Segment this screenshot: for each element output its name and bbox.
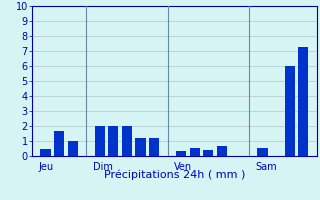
Bar (176, 151, 186, 156)
Bar (298, 46, 308, 156)
Text: Sam: Sam (256, 162, 277, 172)
Bar (135, 138, 146, 156)
Text: Jeu: Jeu (39, 162, 54, 172)
Bar (203, 150, 213, 156)
Bar (95, 126, 105, 156)
Bar (190, 148, 200, 156)
Bar (258, 148, 268, 156)
Bar (40, 148, 51, 156)
Bar (284, 66, 295, 156)
Bar (122, 126, 132, 156)
Bar (108, 126, 118, 156)
Bar (54, 130, 64, 156)
X-axis label: Précipitations 24h ( mm ): Précipitations 24h ( mm ) (104, 170, 245, 180)
Bar (217, 146, 227, 156)
Text: Dim: Dim (93, 162, 113, 172)
Bar (68, 141, 78, 156)
Bar (149, 138, 159, 156)
Text: Ven: Ven (174, 162, 193, 172)
